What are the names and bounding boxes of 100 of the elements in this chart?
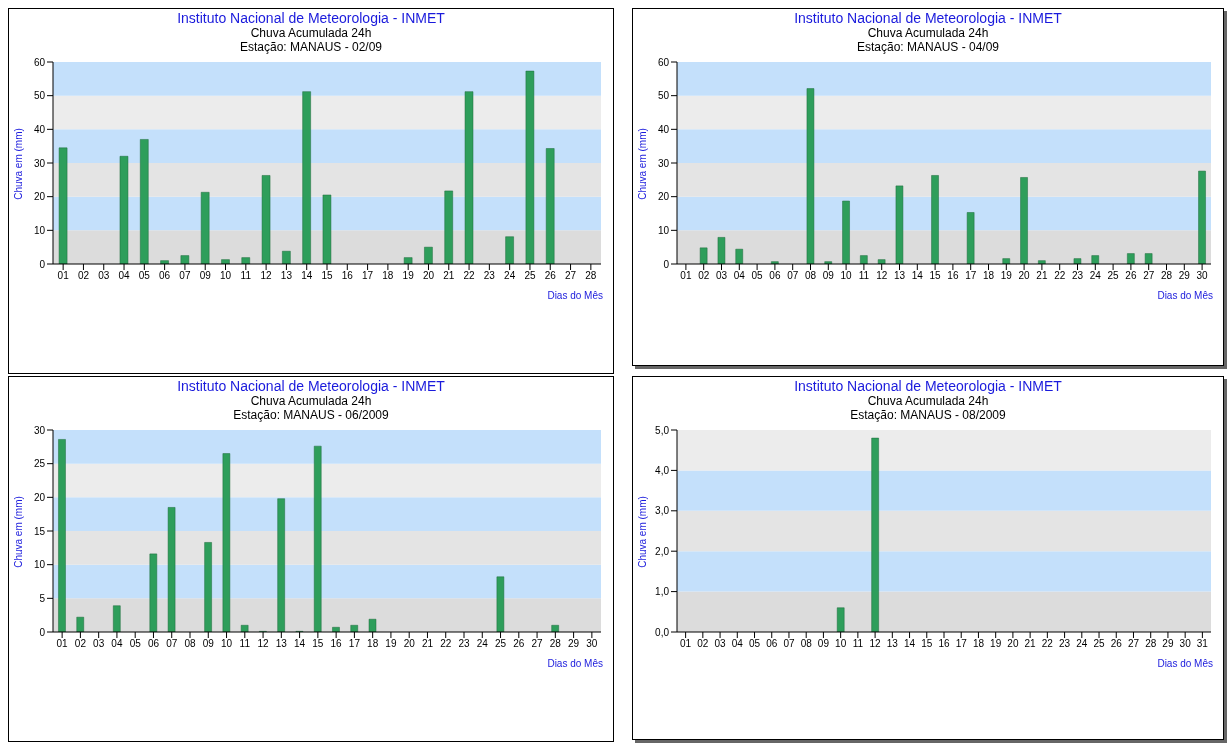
x-tick-label: 18 xyxy=(972,638,985,650)
x-tick-label: 07 xyxy=(166,638,178,650)
y-tick-label: 3,0 xyxy=(655,505,670,517)
x-tick-label: 10 xyxy=(219,270,232,282)
chart-subtitle: Chuva Acumulada 24h Estação: MANAUS - 02/09 xyxy=(238,26,384,54)
x-tick-label: 06 xyxy=(159,270,171,282)
y-tick-label: 20 xyxy=(33,191,46,203)
x-tick-label: 01 xyxy=(57,270,70,282)
x-tick-label: 21 xyxy=(443,270,455,282)
x-tick-label: 17 xyxy=(955,638,968,650)
x-tick-label: 04 xyxy=(733,270,746,282)
x-tick-label: 09 xyxy=(817,638,830,650)
y-tick-label: 0 xyxy=(663,258,670,270)
chart-subtitle: Chuva Acumulada 24h Estação: MANAUS - 06/2009 xyxy=(232,394,390,422)
x-tick-label: 07 xyxy=(179,270,191,282)
y-tick-label: 0 xyxy=(39,258,46,270)
y-tick-label: 2,0 xyxy=(655,545,670,557)
x-tick-label: 27 xyxy=(531,638,544,650)
x-tick-label: 14 xyxy=(301,270,313,282)
x-tick-label: 03 xyxy=(715,270,728,282)
y-tick-label: 5,0 xyxy=(655,424,670,436)
y-axis-title: Chuva em (mm) xyxy=(636,496,648,568)
x-tick-label: 14 xyxy=(294,638,306,650)
x-tick-label: 12 xyxy=(257,638,270,650)
x-tick-label: 17 xyxy=(362,270,374,282)
x-tick-label: 01 xyxy=(680,638,692,650)
y-tick-label: 30 xyxy=(657,157,670,169)
x-tick-label: 19 xyxy=(385,638,397,650)
x-tick-label: 14 xyxy=(911,270,924,282)
x-tick-label: 09 xyxy=(199,270,212,282)
x-tick-label: 28 xyxy=(549,638,562,650)
x-tick-label: 18 xyxy=(367,638,379,650)
x-tick-label: 08 xyxy=(804,270,817,282)
x-tick-label: 11 xyxy=(858,270,870,282)
x-tick-label: 26 xyxy=(1110,638,1123,650)
x-tick-label: 22 xyxy=(440,638,452,650)
x-tick-label: 07 xyxy=(787,270,799,282)
x-tick-label: 11 xyxy=(852,638,864,650)
y-tick-label: 40 xyxy=(33,123,46,135)
x-tick-label: 01 xyxy=(680,270,692,282)
x-tick-label: 18 xyxy=(382,270,394,282)
x-tick-label: 21 xyxy=(1024,638,1037,650)
x-tick-label: 09 xyxy=(822,270,835,282)
x-tick-label: 26 xyxy=(513,638,525,650)
y-tick-label: 10 xyxy=(33,224,46,236)
x-tick-label: 15 xyxy=(312,638,324,650)
x-tick-label: 29 xyxy=(1162,638,1174,650)
x-tick-label: 12 xyxy=(260,270,273,282)
chart-title: Instituto Nacional de Meteorologia - INMET xyxy=(176,378,446,394)
x-tick-label: 19 xyxy=(402,270,415,282)
x-tick-label: 24 xyxy=(1076,638,1088,650)
y-tick-label: 0,0 xyxy=(655,626,670,638)
y-tick-label: 20 xyxy=(657,191,670,203)
y-tick-label: 10 xyxy=(33,559,46,571)
y-tick-label: 30 xyxy=(33,157,46,169)
x-tick-label: 03 xyxy=(98,270,110,282)
x-tick-label: 16 xyxy=(938,638,950,650)
y-tick-label: 1,0 xyxy=(655,586,670,598)
y-axis-title: Chuva em (mm) xyxy=(12,128,24,200)
chart-subtitle: Chuva Acumulada 24h Estação: MANAUS - 04/09 xyxy=(855,26,1001,54)
x-tick-label: 10 xyxy=(835,638,847,650)
x-tick-label: 06 xyxy=(766,638,778,650)
x-tick-label: 04 xyxy=(731,638,744,650)
x-tick-label: 14 xyxy=(903,638,916,650)
x-tick-label: 13 xyxy=(280,270,293,282)
x-tick-label: 25 xyxy=(1107,270,1120,282)
chart-title: Instituto Nacional de Meteorologia - INMET xyxy=(176,10,446,26)
x-tick-label: 05 xyxy=(748,638,761,650)
x-tick-label: 17 xyxy=(965,270,977,282)
x-tick-label: 18 xyxy=(982,270,995,282)
x-axis-title: Dias do Mês xyxy=(1156,658,1213,669)
y-tick-label: 50 xyxy=(33,90,46,102)
y-tick-label: 20 xyxy=(33,491,46,503)
x-tick-label: 30 xyxy=(1179,638,1192,650)
x-tick-label: 15 xyxy=(929,270,942,282)
x-tick-label: 16 xyxy=(330,638,343,650)
x-tick-label: 27 xyxy=(1127,638,1140,650)
x-tick-label: 30 xyxy=(586,638,598,650)
y-axis-title: Chuva em (mm) xyxy=(636,128,648,200)
x-tick-label: 11 xyxy=(240,270,252,282)
y-tick-label: 50 xyxy=(657,90,670,102)
x-axis-title: Dias do Mês xyxy=(1156,290,1213,301)
x-tick-label: 13 xyxy=(886,638,899,650)
x-tick-label: 17 xyxy=(348,638,361,650)
x-tick-label: 31 xyxy=(1196,638,1209,650)
x-tick-label: 25 xyxy=(524,270,536,282)
x-tick-label: 15 xyxy=(321,270,333,282)
x-tick-label: 20 xyxy=(1018,270,1031,282)
x-tick-label: 28 xyxy=(1160,270,1173,282)
x-tick-label: 04 xyxy=(111,638,123,650)
x-tick-label: 28 xyxy=(585,270,597,282)
x-tick-label: 02 xyxy=(697,638,709,650)
x-tick-label: 05 xyxy=(751,270,764,282)
chart-title: Instituto Nacional de Meteorologia - INMET xyxy=(793,10,1063,26)
x-tick-label: 02 xyxy=(77,270,90,282)
x-tick-label: 06 xyxy=(769,270,781,282)
y-tick-label: 25 xyxy=(33,458,46,470)
x-tick-label: 05 xyxy=(129,638,142,650)
x-tick-label: 08 xyxy=(184,638,196,650)
x-tick-label: 28 xyxy=(1145,638,1157,650)
